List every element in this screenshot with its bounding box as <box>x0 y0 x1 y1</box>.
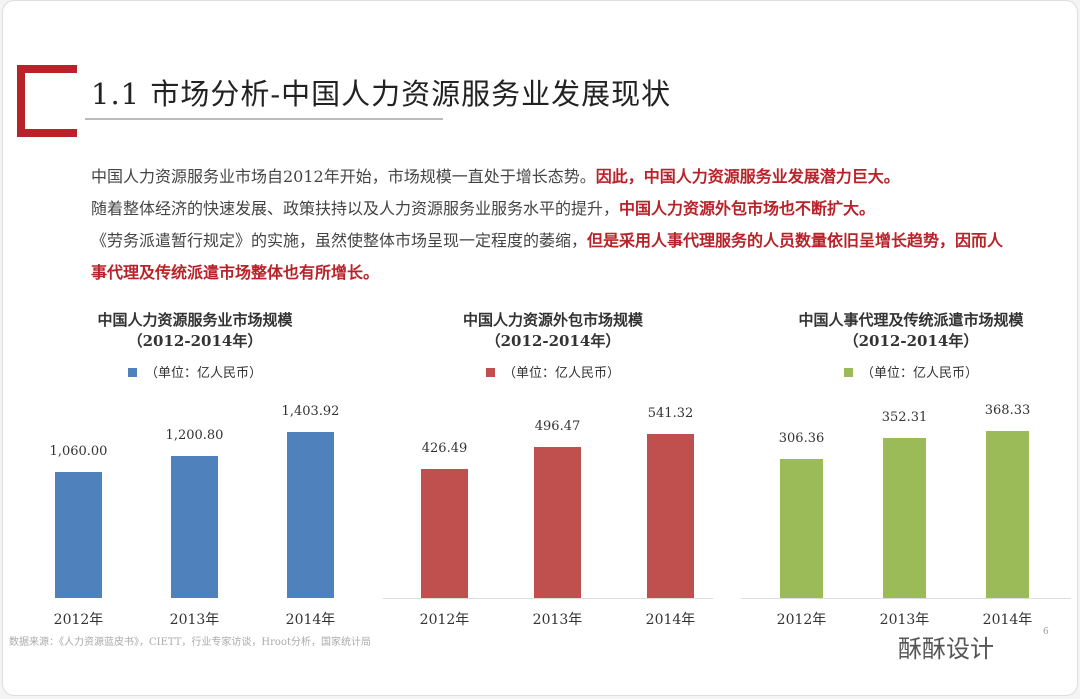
data-label: 306.36 <box>778 431 825 447</box>
watermark: 酥酥设计 <box>898 635 994 663</box>
data-source: 数据来源：《人力资源蓝皮书》，CIETT，行业专家访谈，Hroot分析，国家统计… <box>9 637 371 648</box>
slide-title: 1.1 市场分析-中国人力资源服务业发展现状 <box>91 77 672 111</box>
para-highlight: 但是采用人事代理服务的人员数量依旧呈增长趋势，因而人事代理及传统派遣市场整体也有… <box>91 231 1004 282</box>
chart-title: 中国人力资源外包市场规模 <box>462 311 643 329</box>
legend-label: （单位：亿人民币） <box>502 366 620 381</box>
x-tick-label: 2013年 <box>169 612 220 628</box>
x-axis <box>383 598 713 599</box>
x-tick-label: 2012年 <box>776 612 827 628</box>
legend-swatch <box>127 368 137 377</box>
bar <box>986 430 1029 598</box>
chart-subtitle: （2012-2014年） <box>843 332 979 350</box>
data-label: 496.47 <box>534 419 581 435</box>
data-label: 1,200.80 <box>165 427 224 443</box>
chart-legend: （单位：亿人民币） <box>383 362 723 381</box>
chart-subtitle: （2012-2014年） <box>485 332 621 350</box>
x-tick-label: 2014年 <box>982 612 1033 628</box>
data-label: 368.33 <box>984 402 1031 418</box>
para-text: 《劳务派遣暂行规定》的实施，虽然使整体市场呈现一定程度的萎缩， <box>91 231 588 250</box>
bar <box>421 468 468 598</box>
bar <box>883 438 926 598</box>
chart-title: 中国人力资源服务业市场规模 <box>97 311 293 329</box>
bar-chart-2: 中国人力资源外包市场规模 （2012-2014年） （单位：亿人民币） 426.… <box>383 306 723 636</box>
x-tick-label: 2013年 <box>532 612 583 628</box>
data-label: 426.49 <box>421 440 468 456</box>
data-label: 352.31 <box>881 410 928 426</box>
summary-paragraph: 中国人力资源服务业市场自2012年开始，市场规模一直处于增长态势。因此，中国人力… <box>91 161 1011 289</box>
para-highlight: 中国人力资源外包市场也不断扩大。 <box>619 199 876 218</box>
chart-legend: （单位：亿人民币） <box>25 362 365 381</box>
legend-swatch <box>485 368 495 377</box>
x-tick-label: 2013年 <box>879 612 930 628</box>
legend-label: （单位：亿人民币） <box>144 366 262 381</box>
chart-subtitle: （2012-2014年） <box>127 332 263 350</box>
data-label: 1,403.92 <box>281 403 340 419</box>
data-label: 1,060.00 <box>49 444 108 460</box>
x-tick-label: 2012年 <box>53 612 104 628</box>
x-tick-label: 2014年 <box>645 612 696 628</box>
title-bracket-decoration <box>17 65 77 137</box>
bar <box>534 447 581 598</box>
bar <box>647 433 694 598</box>
chart-legend: （单位：亿人民币） <box>741 362 1077 381</box>
para-text: 中国人力资源服务业市场自2012年开始，市场规模一直处于增长态势。 <box>91 167 596 186</box>
x-axis <box>741 598 1071 599</box>
bar <box>55 472 102 598</box>
x-tick-label: 2012年 <box>419 612 470 628</box>
para-highlight: 因此，中国人力资源服务业发展潜力巨大。 <box>595 167 900 186</box>
legend-label: （单位：亿人民币） <box>860 366 978 381</box>
legend-swatch <box>843 368 853 377</box>
x-tick-label: 2014年 <box>285 612 336 628</box>
bar-chart-3: 中国人事代理及传统派遣市场规模 （2012-2014年） （单位：亿人民币） 3… <box>741 306 1077 636</box>
bar <box>287 431 334 598</box>
para-text: 随着整体经济的快速发展、政策扶持以及人力资源服务业服务水平的提升， <box>91 199 620 218</box>
title-underline <box>85 118 443 120</box>
chart-title: 中国人事代理及传统派遣市场规模 <box>798 311 1024 329</box>
data-label: 541.32 <box>647 405 694 421</box>
bar <box>171 455 218 598</box>
bar <box>780 459 823 598</box>
page-number: 6 <box>1043 627 1049 637</box>
bar-chart-1: 中国人力资源服务业市场规模 （2012-2014年） （单位：亿人民币） 1,0… <box>25 306 365 636</box>
